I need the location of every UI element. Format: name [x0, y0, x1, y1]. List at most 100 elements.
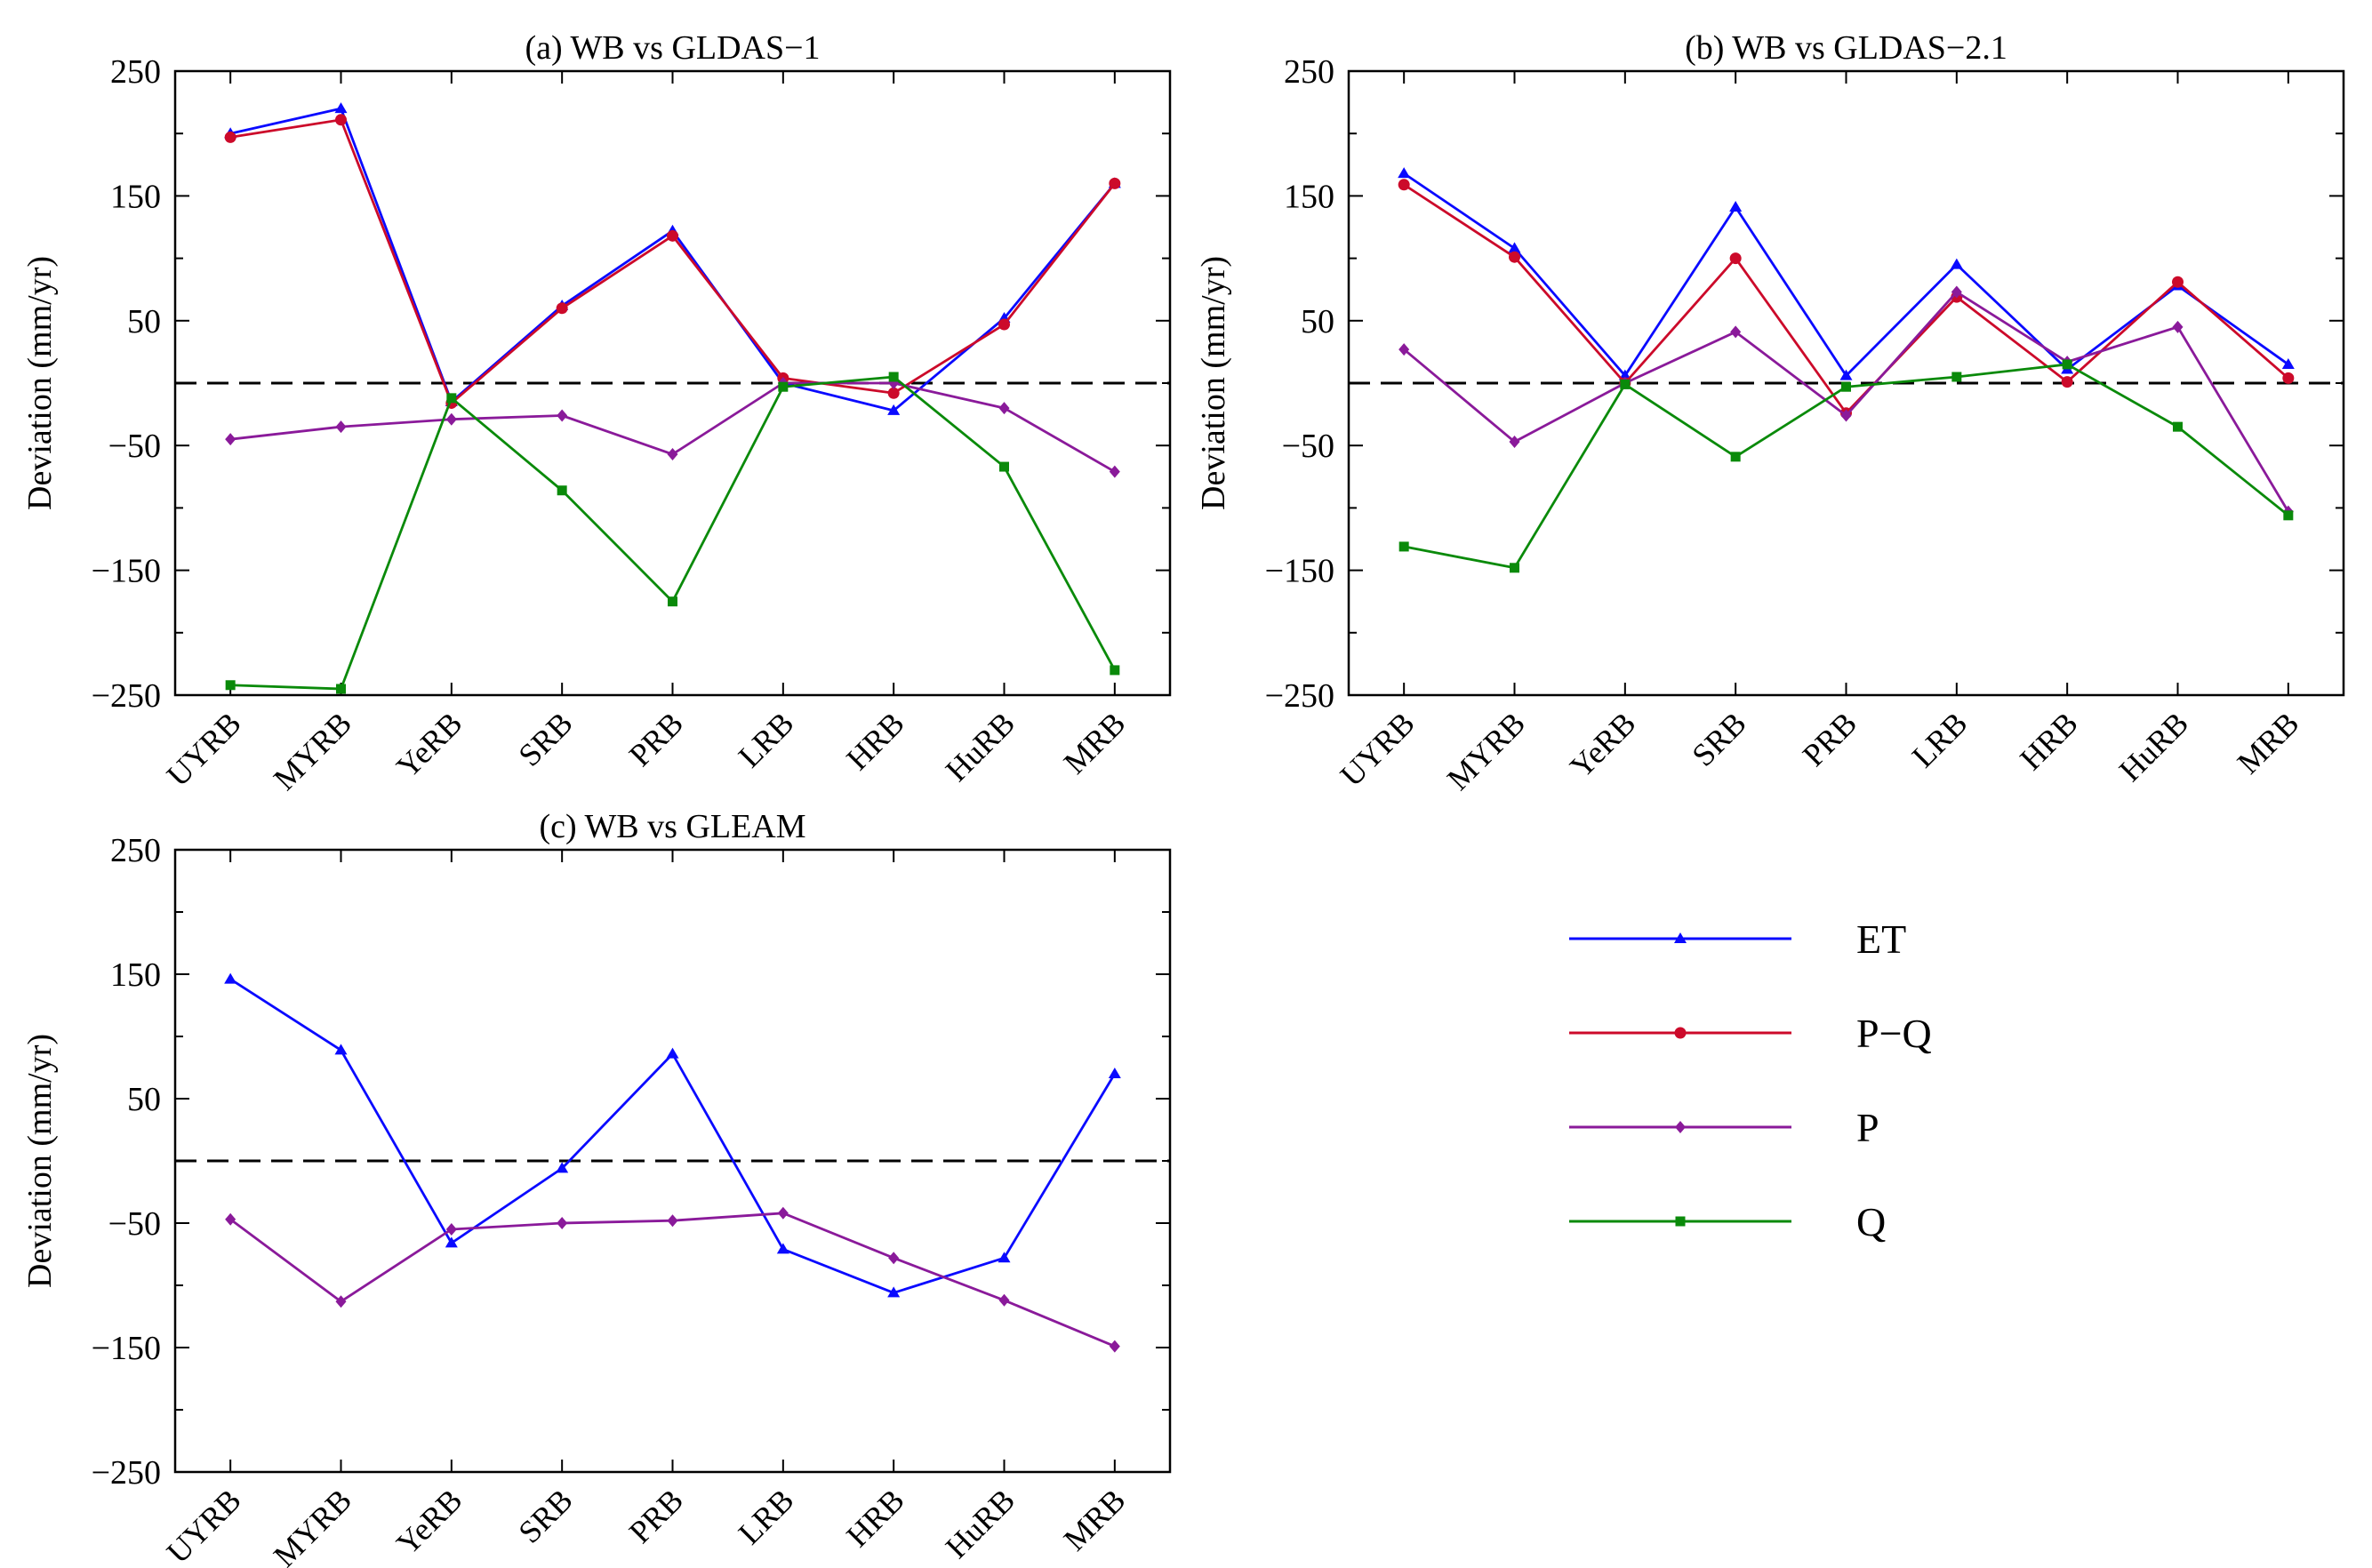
data-point [445, 1223, 457, 1236]
x-tick-label: MRB [1057, 1482, 1133, 1557]
data-point [1839, 369, 1853, 380]
y-tick-label: 250 [110, 832, 161, 869]
legend-marker [1674, 1027, 1687, 1039]
data-point [335, 1295, 347, 1308]
chart-title: (a) WB vs GLDAS−1 [525, 29, 820, 67]
x-tick-label: PRB [622, 705, 690, 772]
y-tick-label: −50 [108, 428, 161, 465]
data-point [998, 1252, 1011, 1263]
x-tick-label: HuRB [2112, 705, 2195, 788]
data-point [445, 1236, 458, 1248]
y-axis-label: Deviation (mm/yr) [21, 256, 59, 510]
data-point [224, 972, 237, 984]
y-tick-label: −250 [92, 677, 161, 715]
data-point [446, 393, 457, 404]
legend-marker [1675, 1216, 1686, 1227]
data-point [1398, 541, 1409, 552]
data-point [887, 1286, 901, 1298]
legend-marker [1675, 1121, 1686, 1133]
y-axis-label: Deviation (mm/yr) [21, 1034, 59, 1288]
x-tick-label: UYRB [1334, 705, 1422, 793]
data-point [224, 131, 236, 143]
data-point [667, 448, 678, 461]
data-point [2062, 359, 2072, 370]
chart-panel-3: (c) WB vs GLEAM Deviation (mm/yr) −250 −150… [21, 808, 1172, 1568]
series-et [1398, 167, 2295, 380]
data-point [1509, 435, 1520, 448]
x-tick-label: HuRB [939, 705, 1022, 788]
x-tick-label: YeRB [1563, 705, 1642, 784]
data-point [335, 114, 347, 126]
x-tick-label: HRB [839, 1482, 911, 1554]
series-line [1403, 363, 2289, 570]
data-point [2282, 372, 2295, 384]
series-line [229, 118, 1116, 404]
legend-label: Q [1856, 1199, 1886, 1244]
data-point [1108, 1068, 1121, 1078]
x-tick-label: LRB [1905, 705, 1975, 774]
data-point [2172, 320, 2184, 333]
data-point [1109, 1340, 1120, 1353]
y-tick-label: −50 [1282, 428, 1334, 465]
data-point [778, 381, 789, 392]
data-point [1509, 251, 1520, 263]
legend: ET P−Q P Q [1569, 916, 1932, 1244]
series-line [229, 978, 1117, 1294]
data-point [1951, 285, 1962, 299]
legend-marker [1674, 932, 1687, 943]
y-tick-label: −150 [92, 1330, 161, 1367]
x-tick-label: MRB [1057, 705, 1133, 780]
data-point [999, 461, 1009, 472]
data-point [1110, 665, 1120, 676]
data-point [334, 1044, 348, 1055]
series-p [225, 1206, 1120, 1353]
x-tick-label: MYRB [1440, 705, 1532, 796]
data-point [2061, 376, 2073, 388]
x-tick-label: SRB [511, 705, 579, 772]
data-point [776, 1243, 789, 1254]
data-point [1730, 325, 1742, 339]
data-point [1398, 167, 1411, 179]
data-point [1951, 372, 1962, 382]
x-tick-label: UYRB [160, 1482, 248, 1568]
x-tick-label: HRB [839, 705, 911, 777]
series-line [229, 107, 1116, 412]
x-tick-label: MYRB [267, 705, 358, 796]
x-tick-label: SRB [511, 1482, 579, 1549]
series-et [224, 102, 1121, 415]
y-tick-label: 150 [110, 178, 161, 215]
x-tick-label: YeRB [389, 705, 469, 784]
data-point [667, 229, 678, 242]
data-point [888, 1252, 900, 1265]
data-point [666, 1047, 679, 1059]
data-point [2281, 357, 2295, 369]
y-axis-label: Deviation (mm/yr) [1195, 256, 1232, 510]
x-tick-label: LRB [732, 705, 801, 774]
series-line [229, 1212, 1116, 1348]
data-point [1398, 179, 1410, 191]
data-point [887, 387, 900, 399]
series-line [230, 375, 1117, 691]
legend-label: ET [1856, 916, 1906, 962]
chart-panel-1: (a) WB vs GLDAS−1 Deviation (mm/yr) −250 −1… [21, 29, 1172, 797]
data-point [667, 1214, 678, 1228]
chart-panel-2: (b) WB vs GLDAS−2.1 Deviation (mm/yr) −250… [1195, 29, 2345, 797]
legend-item-et: ET [1569, 916, 1906, 962]
data-point [998, 318, 1010, 331]
y-tick-label: 50 [127, 1081, 161, 1118]
data-point [1620, 379, 1631, 389]
data-point [557, 1217, 568, 1229]
x-tick-label: HuRB [939, 1482, 1022, 1564]
data-point [1508, 242, 1521, 253]
legend-item-p-q: P−Q [1569, 1011, 1932, 1056]
data-point [1950, 258, 1963, 269]
data-point [556, 302, 568, 315]
x-tick-label: PRB [622, 1482, 690, 1549]
data-point [1840, 409, 1852, 422]
data-point [2283, 510, 2294, 521]
legend-item-p: P [1569, 1105, 1879, 1150]
y-tick-label: −150 [1265, 553, 1334, 590]
data-point [668, 596, 677, 607]
series-et [224, 972, 1121, 1298]
